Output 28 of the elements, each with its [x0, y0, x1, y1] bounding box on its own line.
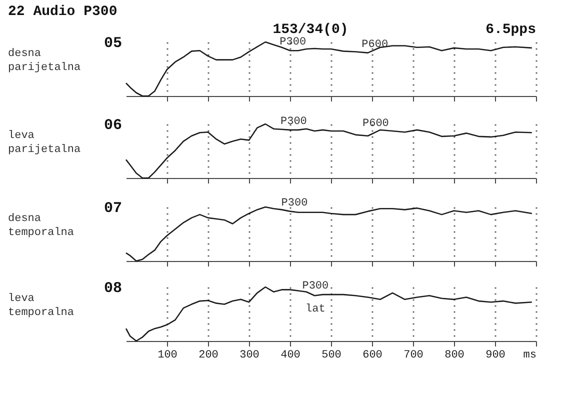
- x-tick-label: 900: [486, 350, 506, 362]
- text: 07: [104, 200, 122, 217]
- y-axis-title: leva temporalna: [8, 292, 74, 319]
- x-tick-label: ms: [523, 350, 536, 362]
- y-axis-title: desna temporalna: [8, 212, 74, 239]
- chart-title: 22 Audio P300: [8, 4, 118, 20]
- text: 08: [104, 280, 122, 297]
- text: 6.5pps: [486, 22, 536, 38]
- text: 153/34(0): [272, 22, 348, 38]
- annotation: P600: [362, 38, 388, 51]
- annotation: P300: [281, 197, 308, 210]
- series-label: 06: [104, 117, 122, 134]
- annotation: P600: [362, 118, 389, 130]
- x-tick-label: 200: [198, 350, 218, 362]
- x-tick-label: 800: [444, 350, 464, 362]
- x-tick-label: 300: [240, 350, 260, 362]
- x-tick-label: 600: [362, 350, 382, 362]
- annotation: P300: [302, 280, 329, 293]
- y-axis-title: desna parijetalna: [8, 48, 82, 74]
- annotation: P300: [280, 116, 307, 128]
- x-tick-label: 500: [322, 350, 342, 362]
- text: 05: [104, 35, 122, 52]
- annotation: lat: [306, 304, 326, 316]
- x-tick-label: 400: [280, 350, 300, 362]
- x-tick-label: 700: [404, 350, 424, 362]
- annotation: P300: [280, 36, 306, 49]
- x-tick-label: 100: [158, 350, 178, 362]
- y-axis-title: leva parijetalna: [8, 130, 82, 156]
